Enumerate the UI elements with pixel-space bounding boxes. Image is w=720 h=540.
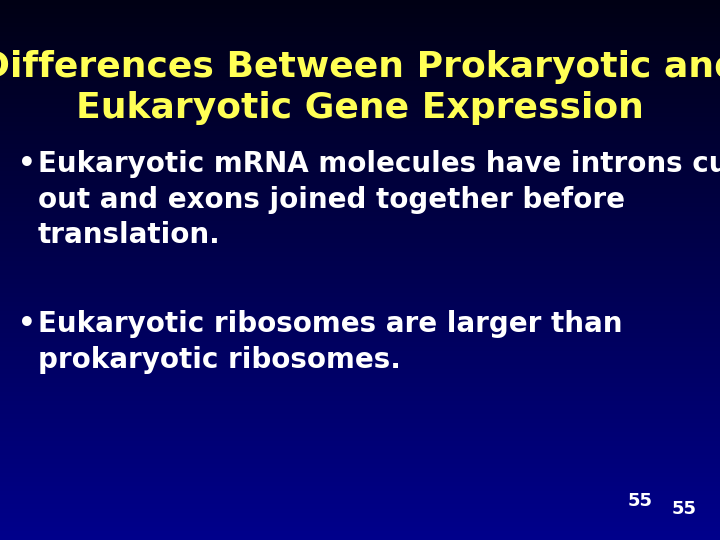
Text: Eukaryotic ribosomes are larger than
prokaryotic ribosomes.: Eukaryotic ribosomes are larger than pro… bbox=[38, 310, 623, 374]
Text: •: • bbox=[18, 310, 36, 338]
Text: •: • bbox=[18, 150, 36, 178]
Text: 55: 55 bbox=[628, 492, 653, 510]
Text: 55: 55 bbox=[672, 500, 697, 518]
Text: Eukaryotic mRNA molecules have introns cut
out and exons joined together before
: Eukaryotic mRNA molecules have introns c… bbox=[38, 150, 720, 249]
Text: Differences Between Prokaryotic and
Eukaryotic Gene Expression: Differences Between Prokaryotic and Euka… bbox=[0, 50, 720, 125]
